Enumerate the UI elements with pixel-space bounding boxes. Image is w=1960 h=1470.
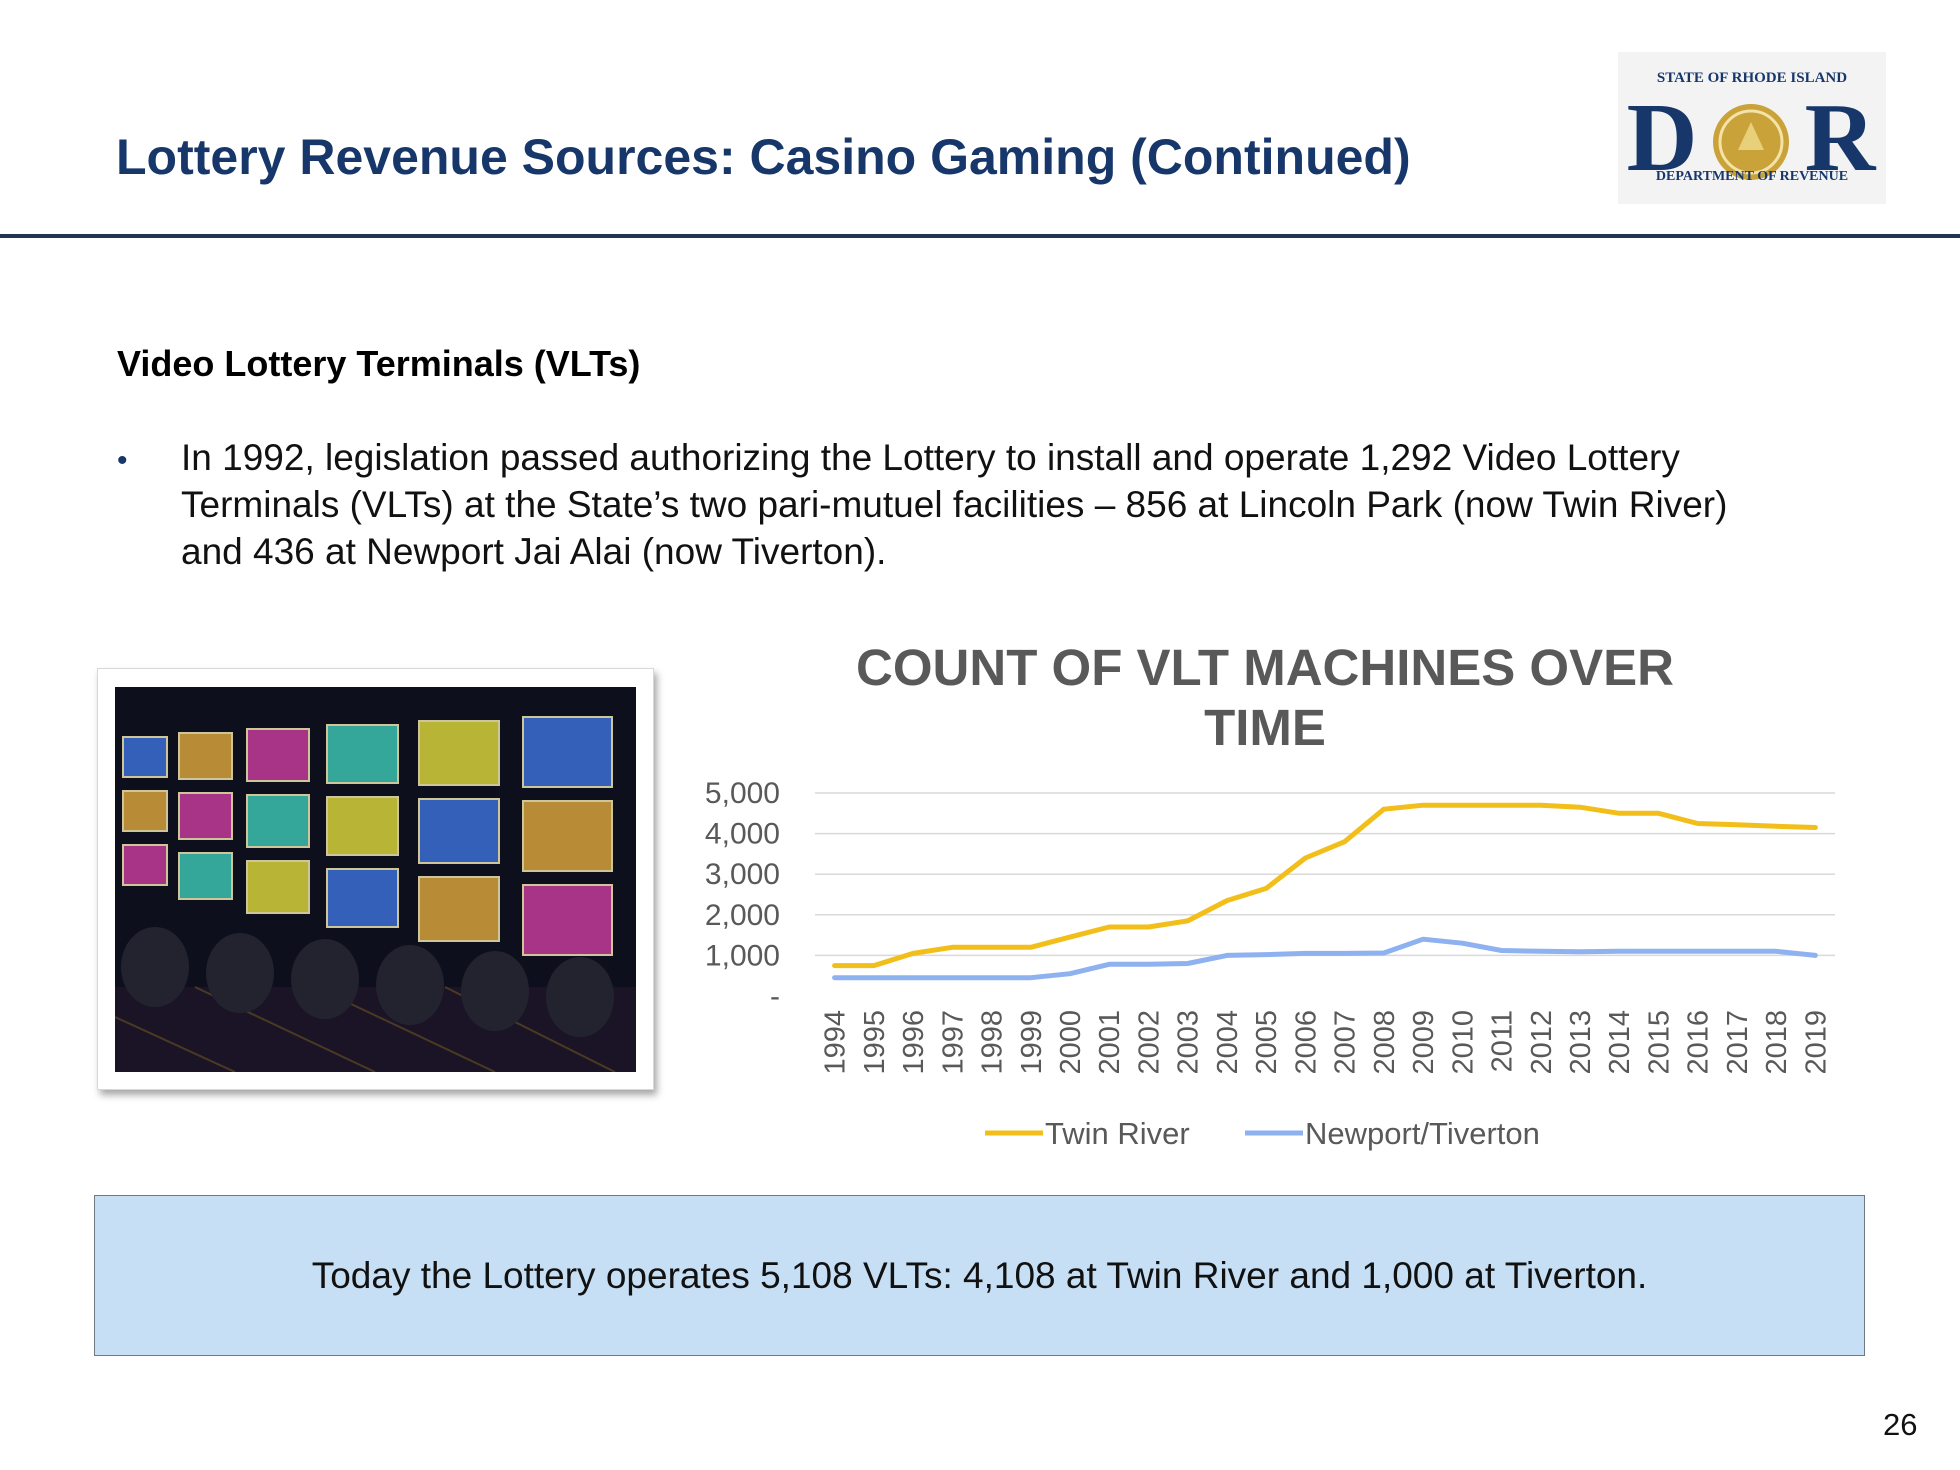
logo-letter-r: R [1805, 84, 1877, 192]
header-divider [0, 234, 1960, 238]
x-tick-label: 2008 [1369, 1010, 1401, 1075]
y-tick-label: - [770, 980, 780, 1013]
x-tick-label: 1997 [937, 1010, 969, 1075]
x-tick-label: 2000 [1055, 1010, 1087, 1075]
x-tick-label: 2010 [1447, 1010, 1479, 1075]
x-tick-label: 2004 [1212, 1010, 1244, 1075]
x-tick-label: 2019 [1800, 1010, 1832, 1075]
x-tick-label: 1998 [977, 1010, 1009, 1075]
x-tick-label: 2003 [1173, 1010, 1205, 1075]
series-line-1 [832, 936, 1818, 981]
legend-label: Newport/Tiverton [1305, 1116, 1540, 1151]
x-tick-label: 2012 [1526, 1010, 1558, 1075]
x-tick-label: 2018 [1761, 1010, 1793, 1075]
x-tick-label: 2017 [1722, 1010, 1754, 1075]
x-tick-label: 2014 [1604, 1010, 1636, 1075]
x-tick-label: 2011 [1487, 1010, 1519, 1072]
summary-callout: Today the Lottery operates 5,108 VLTs: 4… [94, 1195, 1865, 1356]
x-tick-label: 2015 [1643, 1010, 1675, 1075]
section-heading: Video Lottery Terminals (VLTs) [117, 343, 641, 384]
logo-letter-d: D [1627, 84, 1698, 192]
chart-title: COUNT OF VLT MACHINES OVER TIME [856, 639, 1674, 756]
x-tick-label: 2005 [1251, 1010, 1283, 1075]
x-tick-label: 1999 [1016, 1010, 1048, 1075]
x-tick-label: 2009 [1408, 1010, 1440, 1075]
page-title: Lottery Revenue Sources: Casino Gaming (… [116, 129, 1411, 185]
y-tick-label: 5,000 [705, 777, 780, 810]
bullet-marker: • [117, 444, 128, 477]
x-tick-label: 2001 [1094, 1010, 1126, 1075]
x-tick-label: 2016 [1683, 1010, 1715, 1075]
y-tick-label: 1,000 [705, 939, 780, 972]
x-tick-label: 2007 [1330, 1010, 1362, 1075]
x-tick-label: 2002 [1133, 1010, 1165, 1075]
bullet-text: In 1992, legislation passed authorizing … [181, 437, 1728, 572]
series-line-0 [832, 802, 1818, 969]
page-number: 26 [1883, 1407, 1918, 1442]
x-tick-label: 2006 [1290, 1010, 1322, 1075]
y-tick-label: 4,000 [705, 818, 780, 851]
x-tick-label: 1996 [898, 1010, 930, 1075]
legend-label: Twin River [1045, 1116, 1190, 1151]
y-tick-label: 3,000 [705, 858, 780, 891]
x-tick-label: 2013 [1565, 1010, 1597, 1075]
logo-top-text: STATE OF RHODE ISLAND [1657, 70, 1847, 86]
x-tick-label: 1995 [859, 1010, 891, 1075]
vlt-photo [97, 668, 654, 1090]
x-tick-label: 1994 [820, 1010, 852, 1075]
y-tick-label: 2,000 [705, 899, 780, 932]
dor-logo: STATE OF RHODE ISLAND D R DEPARTMENT OF … [1618, 52, 1886, 204]
callout-text: Today the Lottery operates 5,108 VLTs: 4… [311, 1254, 1648, 1296]
logo-bottom-text: DEPARTMENT OF REVENUE [1656, 169, 1848, 184]
